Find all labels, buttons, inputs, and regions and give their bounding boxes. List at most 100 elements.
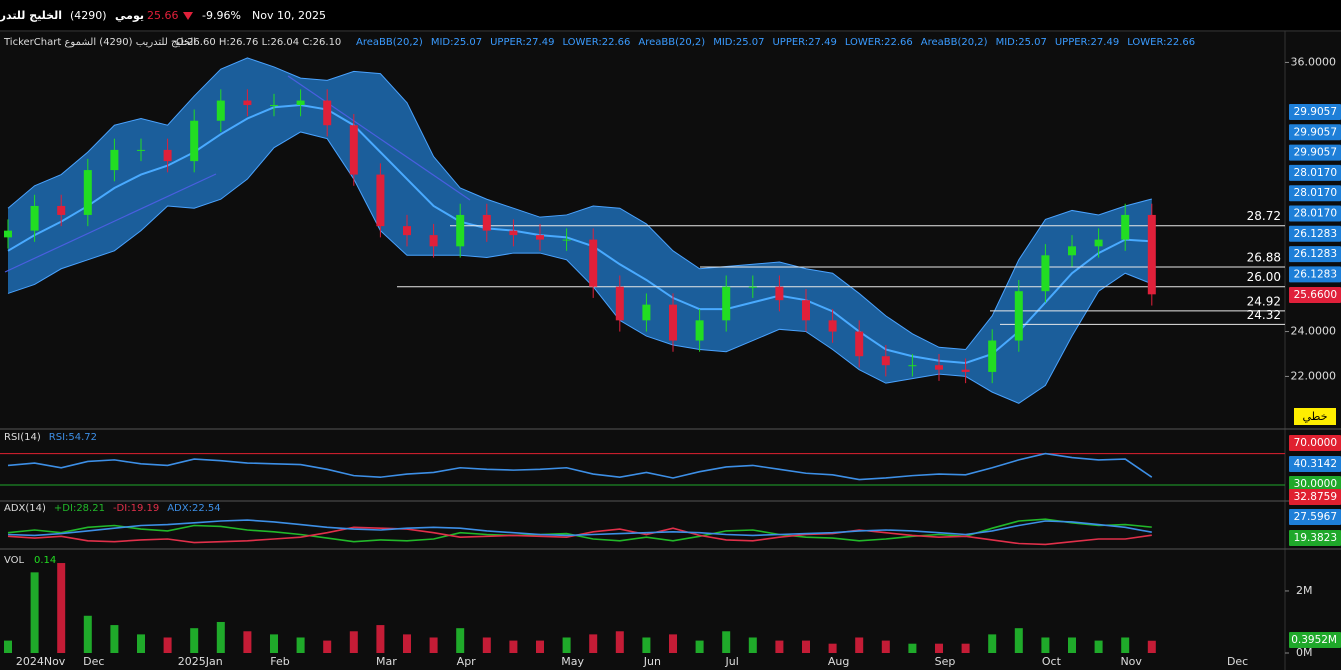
trendline	[4, 173, 217, 273]
header-bar	[0, 0, 1341, 30]
candle-body	[163, 149, 172, 162]
panel-title: VOL	[4, 555, 25, 566]
volume-bar	[748, 637, 757, 653]
candle-body	[4, 230, 12, 238]
price-badge-box	[1289, 246, 1341, 263]
level-label: 24.92	[1247, 294, 1281, 308]
price-badge-box	[1289, 266, 1341, 283]
candle-body	[30, 205, 39, 231]
change: -9.96%	[202, 9, 241, 22]
legend-entry: -DI:19.19	[113, 503, 159, 514]
volume-badge-box	[1289, 632, 1341, 648]
volume-bar	[456, 628, 465, 653]
volume-bar	[669, 634, 677, 653]
legend-bb: UPPER:27.49	[1055, 37, 1119, 48]
price-badge-box	[1289, 185, 1341, 202]
price-badge: 29.9057	[1294, 126, 1337, 138]
candle-body	[881, 356, 890, 366]
price-badge: 29.9057	[1294, 147, 1337, 159]
candle-body	[988, 340, 997, 372]
x-tick-label: May	[561, 655, 584, 668]
price-badge: 29.9057	[1294, 106, 1337, 118]
last-price: 25.66	[147, 9, 179, 22]
price-badge: 28.0170	[1294, 167, 1337, 179]
level-label: 26.00	[1247, 270, 1281, 284]
legend-entry: RSI:54.72	[49, 432, 97, 443]
volume-bar	[1068, 637, 1076, 653]
candle-body	[137, 149, 145, 151]
price-badge-box	[1289, 144, 1341, 161]
volume-badge: 0.3952M	[1291, 634, 1337, 646]
volume-bar	[110, 625, 119, 653]
level-badge-box	[1289, 435, 1341, 451]
candle-body	[536, 235, 544, 240]
level-label: 28.72	[1247, 209, 1281, 223]
x-tick-label: Sep	[935, 655, 956, 668]
last-price-badge-box	[1289, 287, 1341, 303]
candle-body	[961, 369, 970, 372]
price-badge: 28.0170	[1294, 208, 1337, 220]
volume-bar	[908, 643, 917, 653]
legend-bb: AreaBB(20,2)	[921, 37, 988, 48]
candle-body	[1068, 246, 1076, 256]
price-badge: 26.1283	[1294, 228, 1337, 240]
candle-body	[562, 239, 571, 241]
candle-body	[403, 226, 411, 236]
candle-body	[83, 170, 92, 215]
candle-body	[1094, 239, 1103, 247]
volume-bar	[615, 631, 624, 653]
band-lower	[7, 131, 1152, 404]
candle-body	[376, 174, 385, 227]
legend-bb: UPPER:27.49	[490, 37, 554, 48]
candle-body	[748, 286, 757, 288]
volume-bar	[323, 640, 332, 653]
panel-value: 0.14	[34, 555, 56, 566]
volume-bar	[4, 640, 12, 653]
value-badge: 27.5967	[1294, 511, 1337, 523]
volume-bar	[163, 637, 172, 653]
candle-body	[190, 120, 199, 162]
legend-bb: LOWER:22.66	[1127, 37, 1195, 48]
x-tick-label: Oct	[1042, 655, 1062, 668]
volume-bar	[802, 640, 810, 653]
panel-title: ADX(14)	[4, 503, 46, 514]
volume-bar	[349, 631, 358, 653]
candle-body	[935, 365, 943, 370]
x-tick-label: Apr	[457, 655, 477, 668]
legend-entry: ADX:22.54	[167, 503, 220, 514]
main	[7, 57, 1152, 404]
volume-bar	[509, 640, 518, 653]
volume-bar	[1147, 640, 1156, 653]
x-tick-label: Dec	[1227, 655, 1248, 668]
price-badge: 26.1283	[1294, 268, 1337, 280]
price-badge-box	[1289, 124, 1341, 141]
candle-body	[323, 100, 332, 126]
level-label: 26.88	[1247, 250, 1281, 264]
legend-entry: +DI:28.21	[54, 503, 105, 514]
x-tick-label: Mar	[376, 655, 397, 668]
x-tick-label: 2025Jan	[178, 655, 223, 668]
band-fill	[8, 57, 1152, 404]
legend-ohlc: O:26.60 H:26.76 L:26.04 C:26.10	[176, 37, 341, 48]
volume-bar	[57, 563, 66, 653]
candle-body	[908, 365, 917, 367]
volume-bar	[190, 628, 199, 653]
last-price-badge: 25.6600	[1294, 289, 1337, 301]
candle-body	[216, 100, 225, 121]
legend-bb: LOWER:22.66	[845, 37, 913, 48]
value-badge: 40.3142	[1294, 458, 1337, 470]
y-tick-label: 24.0000	[1291, 325, 1337, 338]
level-badge-box	[1289, 476, 1341, 492]
candle-body	[642, 304, 651, 321]
candle-body	[349, 125, 358, 175]
band-upper	[7, 57, 1152, 351]
scale-button-box	[1294, 408, 1336, 425]
volume-bar	[243, 631, 252, 653]
volume-bar	[855, 637, 864, 653]
y-tick-label: 22.0000	[1291, 369, 1337, 382]
candle-body	[775, 286, 784, 301]
price-badge-box	[1289, 205, 1341, 222]
scale-button[interactable]: خطي	[1303, 410, 1328, 423]
candle-body	[429, 235, 438, 247]
volume-bar	[1014, 628, 1023, 653]
